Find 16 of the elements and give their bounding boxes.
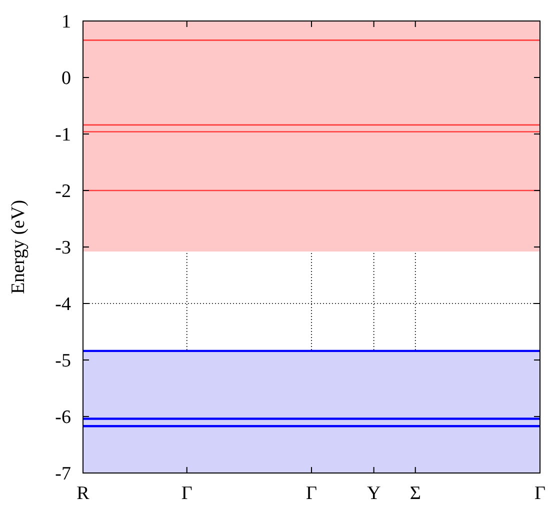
x-tick-label: Γ — [181, 483, 192, 504]
y-axis-title: Energy (eV) — [8, 200, 29, 294]
y-tick-label: -4 — [55, 294, 72, 316]
x-tick-label: Y — [366, 483, 381, 504]
y-tick-label: 0 — [62, 68, 71, 90]
y-tick-label: -2 — [55, 181, 71, 202]
y-tick-label: -1 — [55, 124, 71, 146]
y-tick-label: 1 — [62, 12, 71, 33]
x-tick-label: Γ — [534, 483, 546, 504]
y-tick-label: -7 — [55, 464, 71, 485]
x-tick-label: Σ — [410, 483, 421, 504]
y-tick-label: -5 — [55, 350, 71, 372]
y-tick-label: -6 — [55, 407, 71, 428]
y-tick-label: -3 — [55, 238, 71, 259]
x-tick-label: Γ — [306, 483, 318, 504]
x-tick-label: R — [76, 483, 90, 504]
